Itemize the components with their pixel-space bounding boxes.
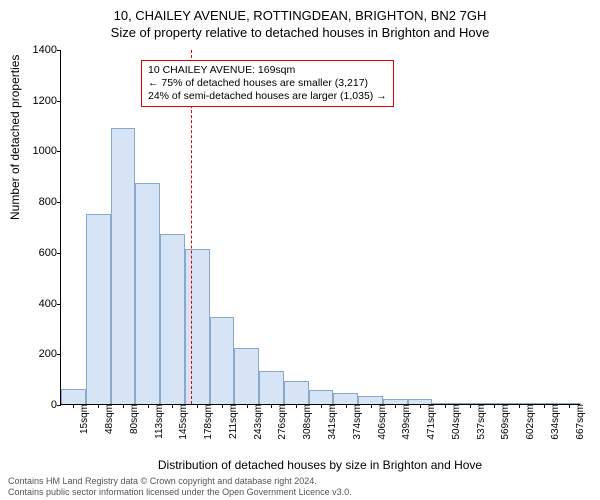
annotation-box: 10 CHAILEY AVENUE: 169sqm← 75% of detach…	[141, 60, 394, 107]
y-tick-mark	[57, 253, 61, 254]
x-tick-mark	[519, 404, 520, 408]
histogram-bar	[185, 249, 210, 404]
x-tick-label: 504sqm	[449, 404, 462, 440]
x-tick-label: 471sqm	[424, 404, 437, 440]
x-tick-mark	[544, 404, 545, 408]
x-tick-label: 569sqm	[498, 404, 511, 440]
y-tick-mark	[57, 405, 61, 406]
footer-attribution: Contains HM Land Registry data © Crown c…	[8, 476, 352, 498]
x-tick-mark	[172, 404, 173, 408]
plot-area: 020040060080010001200140015sqm48sqm80sqm…	[60, 50, 580, 405]
histogram-bar	[111, 128, 136, 404]
footer-line-1: Contains HM Land Registry data © Crown c…	[8, 476, 352, 487]
x-tick-mark	[73, 404, 74, 408]
chart-subtitle: Size of property relative to detached ho…	[0, 25, 600, 42]
x-tick-label: 667sqm	[573, 404, 586, 440]
x-tick-mark	[395, 404, 396, 408]
annotation-line: ← 75% of detached houses are smaller (3,…	[148, 77, 387, 90]
x-tick-label: 537sqm	[474, 404, 487, 440]
y-axis-label: Number of detached properties	[8, 55, 22, 220]
x-tick-label: 374sqm	[350, 404, 363, 440]
y-tick-mark	[57, 304, 61, 305]
x-axis-label: Distribution of detached houses by size …	[60, 458, 580, 472]
x-tick-mark	[321, 404, 322, 408]
y-tick-mark	[57, 354, 61, 355]
histogram-bar	[333, 393, 358, 404]
footer-line-2: Contains public sector information licen…	[8, 487, 352, 498]
x-tick-label: 308sqm	[300, 404, 313, 440]
histogram-bar	[86, 214, 111, 404]
y-tick-mark	[57, 151, 61, 152]
y-tick-mark	[57, 202, 61, 203]
histogram-bar	[160, 234, 185, 404]
x-tick-label: 634sqm	[548, 404, 561, 440]
x-tick-label: 113sqm	[152, 404, 165, 439]
x-tick-mark	[148, 404, 149, 408]
x-tick-mark	[98, 404, 99, 408]
x-tick-label: 341sqm	[325, 404, 338, 440]
y-tick-mark	[57, 50, 61, 51]
x-tick-mark	[494, 404, 495, 408]
histogram-bar	[135, 183, 160, 404]
histogram-bar	[309, 390, 334, 404]
x-tick-label: 406sqm	[375, 404, 388, 440]
x-tick-label: 276sqm	[275, 404, 288, 440]
x-tick-label: 48sqm	[102, 404, 115, 434]
histogram-bar	[210, 317, 235, 404]
x-tick-mark	[420, 404, 421, 408]
x-tick-mark	[247, 404, 248, 408]
x-tick-label: 439sqm	[399, 404, 412, 440]
x-tick-mark	[296, 404, 297, 408]
chart-container: 10, CHAILEY AVENUE, ROTTINGDEAN, BRIGHTO…	[0, 0, 600, 500]
histogram-bar	[234, 348, 259, 404]
chart-title: 10, CHAILEY AVENUE, ROTTINGDEAN, BRIGHTO…	[0, 0, 600, 25]
x-tick-label: 145sqm	[176, 404, 189, 440]
x-tick-mark	[371, 404, 372, 408]
annotation-line: 24% of semi-detached houses are larger (…	[148, 90, 387, 103]
x-tick-label: 15sqm	[77, 404, 90, 434]
histogram-bar	[284, 381, 309, 404]
x-tick-mark	[123, 404, 124, 408]
histogram-bar	[61, 389, 86, 404]
x-tick-mark	[222, 404, 223, 408]
x-tick-mark	[271, 404, 272, 408]
annotation-line: 10 CHAILEY AVENUE: 169sqm	[148, 64, 387, 77]
y-tick-mark	[57, 101, 61, 102]
x-tick-label: 211sqm	[226, 404, 239, 439]
x-tick-label: 178sqm	[201, 404, 214, 440]
x-tick-mark	[445, 404, 446, 408]
x-tick-label: 80sqm	[127, 404, 140, 434]
x-tick-mark	[569, 404, 570, 408]
x-tick-label: 602sqm	[523, 404, 536, 440]
x-tick-label: 243sqm	[251, 404, 264, 440]
x-tick-mark	[346, 404, 347, 408]
histogram-bar	[358, 396, 383, 404]
x-tick-mark	[197, 404, 198, 408]
x-tick-mark	[470, 404, 471, 408]
histogram-bar	[259, 371, 284, 404]
